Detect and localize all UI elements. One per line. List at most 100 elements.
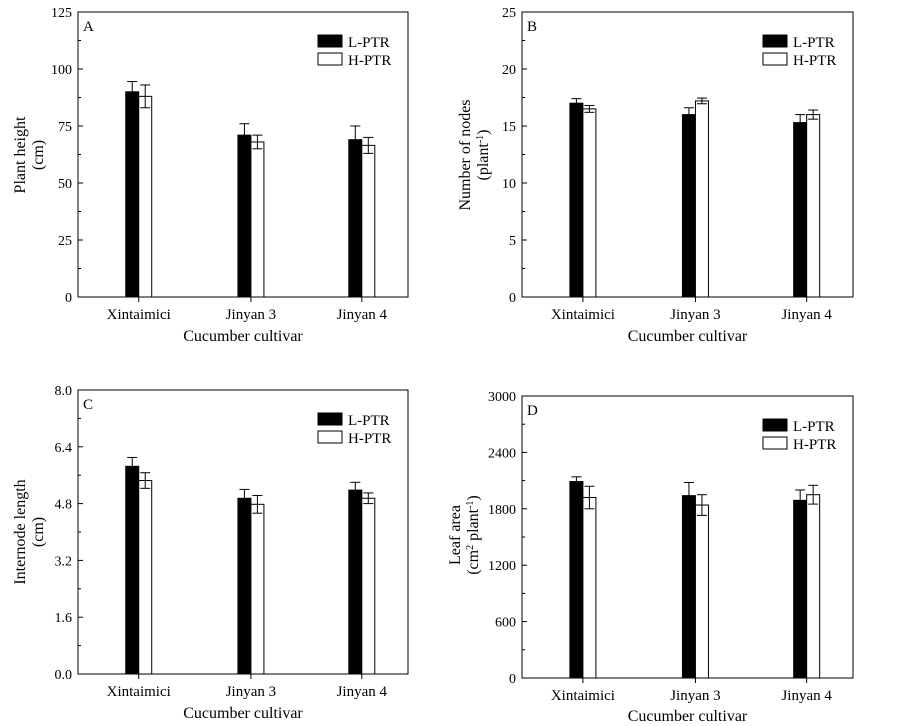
legend-swatch-l-ptr [317, 34, 343, 48]
legend: L-PTR H-PTR [317, 412, 391, 447]
y-tick-label: 4.8 [55, 498, 73, 513]
legend-swatch-h-ptr [317, 430, 343, 444]
y-tick-label: 20 [502, 63, 516, 78]
unit-superscript: -1 [465, 501, 476, 509]
bar-l-ptr [793, 499, 808, 679]
unit-text: plant [465, 508, 482, 545]
bar-l-ptr [125, 91, 140, 298]
bar-h-ptr [250, 141, 265, 298]
y-tick-label: 5 [509, 234, 516, 249]
y-tick-label: 3000 [488, 390, 516, 405]
bar-h-ptr [582, 497, 597, 679]
unit-superscript: -1 [475, 135, 486, 143]
y-tick-label: 0 [509, 672, 516, 687]
y-tick-label: 0 [65, 291, 72, 306]
x-axis-title: Cucumber cultivar [183, 705, 303, 722]
legend-swatch-l-ptr [762, 34, 788, 48]
y-axis-title-line2: (cm) [30, 140, 47, 170]
y-tick-label: 50 [58, 177, 72, 192]
unit-text: (cm) [30, 517, 47, 547]
unit-text: ) [475, 130, 492, 135]
y-tick-label: 15 [502, 120, 516, 135]
panel-label: D [527, 403, 538, 419]
bar-h-ptr [361, 497, 376, 675]
legend-swatch-h-ptr [762, 436, 788, 450]
y-tick-label: 125 [51, 6, 72, 21]
bar-h-ptr [806, 114, 821, 298]
x-tick-label: Jinyan 3 [670, 307, 720, 323]
y-axis-title-line2: (cm2 plant-1) [465, 495, 483, 575]
bar-h-ptr [361, 144, 376, 298]
legend-label-h-ptr: H-PTR [348, 53, 391, 69]
panel-label: C [83, 397, 93, 413]
y-axis-title-line1: Leaf area [447, 505, 464, 565]
x-tick-label: Xintaimici [107, 307, 171, 323]
bar-l-ptr [793, 122, 808, 298]
legend: L-PTR H-PTR [317, 34, 391, 69]
y-axis-title: Plant height (cm) [12, 116, 47, 193]
x-axis-title: Cucumber cultivar [183, 328, 303, 345]
bar-l-ptr [237, 497, 252, 675]
legend-label-h-ptr: H-PTR [793, 53, 836, 69]
y-tick-label: 0 [509, 291, 516, 306]
y-axis-title-line1: Internode length [12, 479, 29, 584]
legend-swatch-l-ptr [762, 418, 788, 432]
unit-text: (cm) [30, 140, 47, 170]
unit-text: (cm [465, 549, 482, 574]
y-tick-label: 600 [495, 616, 516, 631]
x-tick-label: Xintaimici [551, 688, 615, 704]
x-tick-label: Jinyan 3 [226, 684, 276, 700]
legend-label-h-ptr: H-PTR [348, 431, 391, 447]
x-axis-title: Cucumber cultivar [628, 328, 748, 345]
x-tick-label: Jinyan 4 [781, 307, 832, 323]
y-tick-label: 3.2 [55, 554, 73, 569]
bar-l-ptr [681, 495, 696, 679]
bar-h-ptr [250, 503, 265, 675]
bar-l-ptr [348, 489, 363, 675]
bar-l-ptr [569, 481, 584, 679]
x-tick-label: Xintaimici [107, 684, 171, 700]
x-tick-label: Jinyan 3 [226, 307, 276, 323]
chart-panel-a: 0 25 50 75 100 125 Xintaimici Jinyan 3 Jinyan 4 A… [12, 6, 409, 345]
y-axis-title-line2: (cm) [30, 517, 47, 547]
panel-label: B [527, 19, 537, 35]
bar-l-ptr [348, 139, 363, 298]
bar-h-ptr [138, 95, 153, 298]
x-axis-title: Cucumber cultivar [628, 708, 748, 725]
y-tick-label: 2400 [488, 446, 516, 461]
y-axis-title-line2: (plant-1) [475, 130, 493, 181]
chart-panel-d: 0 600 1200 1800 2400 3000 Xintaimici Jinyan 3 Ji… [447, 390, 854, 725]
legend: L-PTR H-PTR [762, 34, 836, 69]
bar-l-ptr [569, 102, 584, 298]
x-tick-label: Jinyan 4 [337, 684, 388, 700]
bar-l-ptr [237, 134, 252, 298]
y-tick-label: 8.0 [55, 384, 73, 399]
y-axis-title-line1: Number of nodes [457, 99, 474, 210]
y-tick-label: 1200 [488, 559, 516, 574]
y-tick-label: 25 [58, 234, 72, 249]
bar-h-ptr [694, 100, 709, 298]
y-axis-title: Number of nodes (plant-1) [457, 99, 492, 210]
legend-swatch-h-ptr [762, 52, 788, 66]
y-tick-label: 75 [58, 120, 72, 135]
y-axis-title: Leaf area (cm2 plant-1) [447, 495, 482, 575]
unit-text: ) [465, 495, 482, 500]
unit-superscript: 2 [465, 545, 476, 550]
legend-label-l-ptr: L-PTR [348, 35, 390, 51]
legend-label-l-ptr: L-PTR [793, 419, 835, 435]
legend: L-PTR H-PTR [762, 418, 836, 453]
y-axis-title: Internode length (cm) [12, 479, 47, 584]
bar-h-ptr [138, 480, 153, 675]
bar-h-ptr [806, 494, 821, 679]
legend-label-h-ptr: H-PTR [793, 437, 836, 453]
x-tick-label: Xintaimici [551, 307, 615, 323]
panel-label: A [83, 19, 94, 35]
legend-label-l-ptr: L-PTR [348, 413, 390, 429]
y-tick-label: 0.0 [55, 668, 73, 683]
legend-label-l-ptr: L-PTR [793, 35, 835, 51]
chart-panel-b: 0 5 10 15 20 25 Xintaimici Jinyan 3 Jinyan 4 B L-P… [457, 6, 854, 345]
y-axis-title-line1: Plant height [12, 116, 29, 193]
y-tick-label: 1.6 [55, 611, 73, 626]
y-tick-label: 6.4 [55, 441, 73, 456]
